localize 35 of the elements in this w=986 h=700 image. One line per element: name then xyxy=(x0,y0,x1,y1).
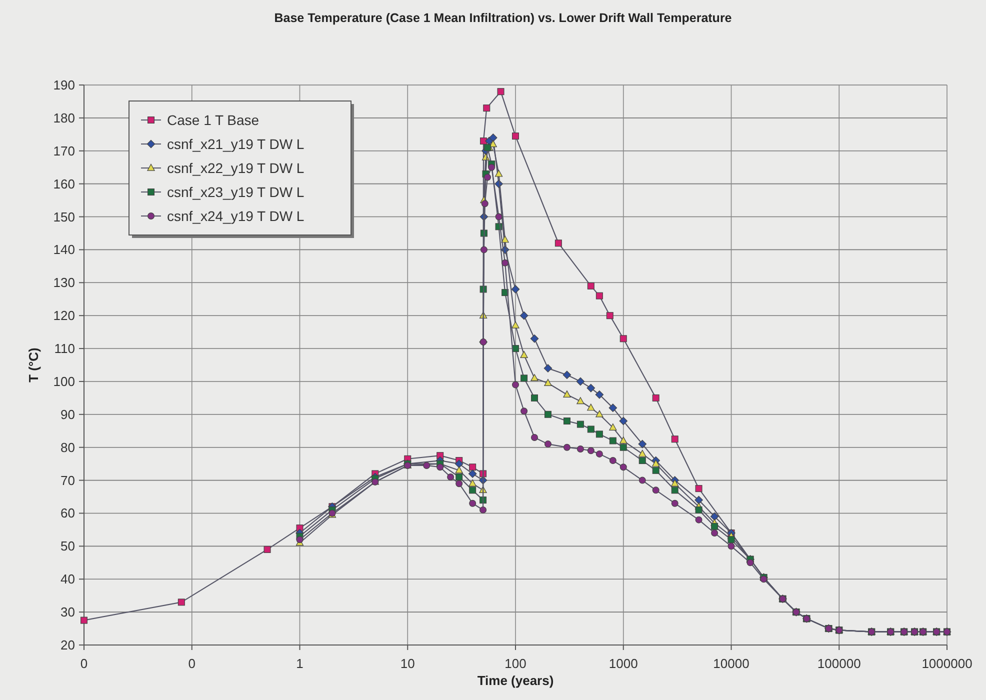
y-tick-label: 180 xyxy=(53,110,75,126)
x-axis-title: Time (years) xyxy=(477,673,554,688)
legend-label: csnf_x24_y19 T DW L xyxy=(167,208,304,224)
y-tick-label: 90 xyxy=(60,406,75,422)
x-tick-label: 0 xyxy=(80,656,88,671)
x-tick-label: 10000 xyxy=(713,656,750,671)
y-tick-label: 20 xyxy=(60,638,75,652)
y-tick-label: 110 xyxy=(54,341,75,356)
y-tick-label: 190 xyxy=(53,78,75,92)
x-tick-label: 100000 xyxy=(817,656,861,671)
legend-label: Case 1 T Base xyxy=(167,112,260,128)
x-tick-label: 100 xyxy=(504,656,526,671)
y-tick-label: 50 xyxy=(60,538,75,554)
legend-label: csnf_x23_y19 T DW L xyxy=(167,184,304,200)
x-tick-label: 1000 xyxy=(608,656,638,671)
chart-title: Base Temperature (Case 1 Mean Infiltration) vs. Lower Drift Wall Temperature xyxy=(274,11,732,25)
y-tick-label: 30 xyxy=(60,604,75,620)
y-tick-label: 100 xyxy=(53,374,75,389)
x-tick-label: 1 xyxy=(296,656,304,671)
y-tick-label: 70 xyxy=(60,472,75,488)
x-tick-label: 1000000 xyxy=(922,656,972,671)
legend-label: csnf_x21_y19 T DW L xyxy=(167,136,304,152)
y-tick-label: 160 xyxy=(53,176,75,192)
y-tick-label: 60 xyxy=(60,506,75,521)
legend-label: csnf_x22_y19 T DW L xyxy=(167,160,304,176)
y-tick-label: 150 xyxy=(53,209,75,224)
y-tick-label: 120 xyxy=(53,308,75,324)
y-tick-label: 140 xyxy=(53,242,75,258)
y-tick-label: 40 xyxy=(60,572,75,587)
x-tick-label: 10 xyxy=(400,656,415,671)
y-tick-label: 80 xyxy=(60,440,75,455)
y-tick-label: 170 xyxy=(53,143,75,158)
y-tick-label: 130 xyxy=(53,275,75,290)
x-tick-label: 0 xyxy=(188,656,196,671)
y-axis-title: T (°C) xyxy=(26,348,41,382)
